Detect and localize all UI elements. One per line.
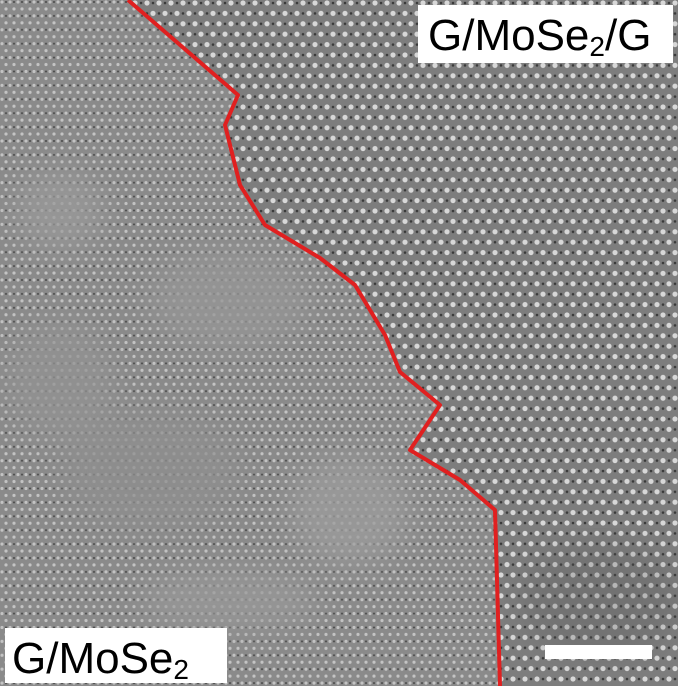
label-text: /G (605, 11, 651, 60)
label-subscript: 2 (589, 31, 605, 62)
micrograph: G/MoSe2/G G/MoSe2 (0, 0, 678, 686)
dark-region (520, 540, 678, 660)
label-subscript: 2 (173, 654, 189, 685)
label-bottom-left: G/MoSe2 (12, 634, 189, 685)
label-text: G/MoSe (428, 11, 589, 60)
page: G/MoSe2/G G/MoSe2 (() => { const data = … (0, 0, 678, 686)
label-text: G/MoSe (12, 634, 173, 683)
label-top-right: G/MoSe2/G (428, 11, 651, 62)
scale-bar (545, 645, 652, 659)
